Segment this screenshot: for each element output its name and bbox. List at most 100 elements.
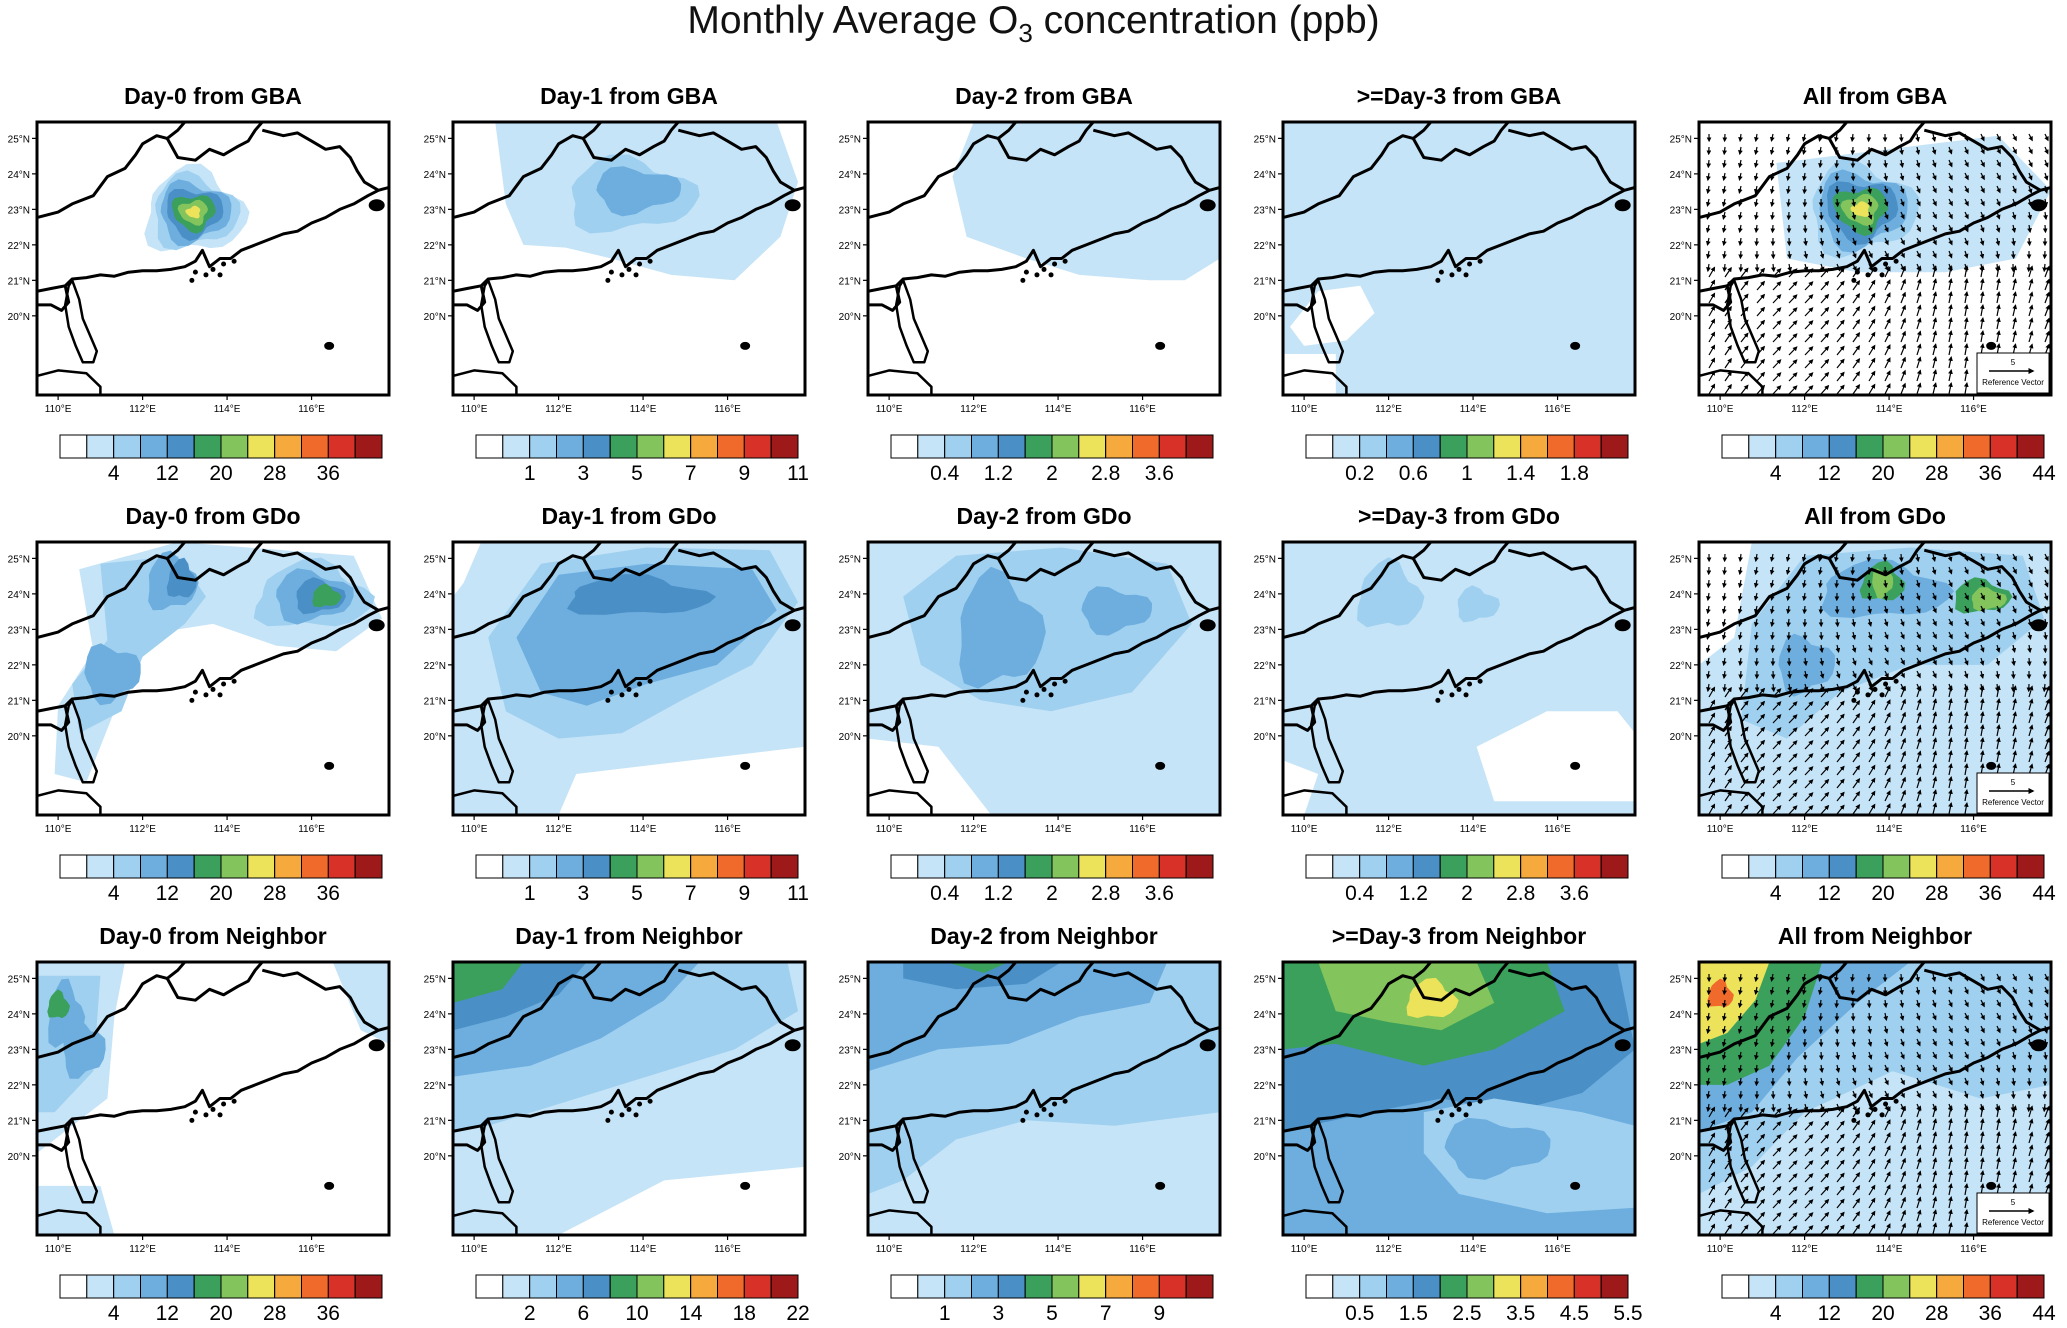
wind-arrow [1995, 263, 2000, 273]
wind-arrow [1836, 752, 1845, 763]
colorbar-swatch [997, 854, 1026, 879]
longitude-tick-label: 110°E [45, 824, 72, 835]
wind-arrow [1884, 686, 1891, 698]
wind-arrow [1996, 711, 2001, 724]
island-marker [1155, 341, 1166, 350]
wind-arrow [1915, 579, 1921, 588]
wind-arrow [1818, 1051, 1824, 1061]
wind-arrow [1788, 779, 1798, 789]
wind-arrow [1963, 382, 1969, 395]
colorbar-label: 1.2 [984, 882, 1013, 905]
colorbar-swatch [1439, 434, 1468, 459]
wind-arrow [1818, 579, 1823, 589]
wind-arrow [1708, 686, 1716, 698]
island-marker [324, 1181, 335, 1190]
coastline [1283, 542, 1635, 815]
wind-arrow [1836, 358, 1845, 369]
longitude-tick-label: 112°E [545, 404, 572, 415]
island-marker [784, 619, 801, 632]
wind-arrow [2026, 237, 2032, 247]
wind-arrow [1722, 237, 1727, 247]
latitude-tick-label: 25°N [839, 974, 861, 985]
island-marker [1570, 1181, 1581, 1190]
wind-arrow [1948, 317, 1953, 330]
wind-arrow [1850, 146, 1856, 156]
wind-arrow [1836, 306, 1845, 317]
colorbar-swatch [1882, 1274, 1911, 1299]
wind-arrow [1786, 1038, 1791, 1048]
wind-arrow [1724, 803, 1732, 815]
wind-arrow [1898, 553, 1904, 563]
longitude-tick-label: 114°E [1876, 1244, 1903, 1255]
wind-arrow [1900, 789, 1906, 802]
latitude-tick-label: 23°N [1254, 205, 1276, 216]
wind-arrow [1852, 700, 1861, 711]
wind-arrow [1932, 317, 1938, 330]
wind-arrow [1818, 211, 1824, 221]
wind-arrow [2027, 198, 2033, 207]
wind-arrow [1708, 751, 1716, 763]
latitude-tick-label: 23°N [8, 1045, 30, 1056]
colorbar-label: 2 [1046, 882, 1058, 905]
wind-arrow [1804, 805, 1814, 815]
island-marker [1614, 199, 1631, 212]
wind-arrow [1753, 999, 1759, 1008]
wind-arrow [2044, 986, 2049, 995]
colorbar-swatch [743, 1274, 772, 1299]
longitude-tick-label: 114°E [1045, 1244, 1072, 1255]
wind-arrow [2044, 278, 2050, 291]
map-panel: >=Day-3 from GBA 110°E 112°E 114°E 116°E 25°N… [1254, 83, 1637, 485]
colorbar-swatch [113, 1274, 141, 1299]
coastline [37, 962, 389, 1235]
colorbar-swatch [220, 434, 249, 459]
wind-arrow [1769, 159, 1775, 168]
wind-arrow [2028, 592, 2033, 601]
wind-arrow [1963, 763, 1969, 776]
wind-arrow [1916, 250, 1921, 259]
panel-title: Day-0 from Neighbor [99, 923, 327, 949]
wind-arrow [1980, 618, 1985, 627]
longitude-tick-label: 116°E [1544, 1244, 1571, 1255]
wind-arrow [1882, 146, 1888, 156]
wind-arrow [1980, 198, 1985, 207]
wind-arrow [1932, 224, 1937, 233]
wind-arrow [1788, 792, 1798, 802]
colorbar-label: 4.5 [1560, 1302, 1589, 1325]
wind-arrow [1900, 657, 1905, 666]
wind-arrow [1980, 999, 1985, 1008]
wind-arrow [1898, 133, 1904, 143]
wind-arrow [1931, 146, 1937, 155]
colorbar-swatch [1024, 1274, 1053, 1299]
wind-arrow [1948, 737, 1953, 750]
wind-arrow [1708, 331, 1716, 343]
wind-arrow [1834, 198, 1840, 208]
wind-arrow [1756, 371, 1766, 382]
colorbar-swatch [1963, 854, 1991, 879]
wind-arrow [1802, 224, 1808, 234]
colorbar-swatch [1105, 854, 1133, 879]
wind-arrow [1900, 631, 1905, 640]
wind-arrow [1979, 250, 1985, 259]
wind-arrow [1963, 789, 1969, 802]
wind-arrow [2042, 1103, 2047, 1113]
colorbar-swatch [1493, 434, 1522, 459]
colorbar-swatch [1466, 854, 1495, 879]
wind-arrow [1916, 631, 1921, 640]
wind-arrow [2044, 698, 2050, 711]
wind-arrow [1772, 281, 1782, 291]
latitude-tick-label: 20°N [424, 312, 446, 323]
wind-arrow [1980, 592, 1985, 601]
wind-arrow [1754, 631, 1759, 641]
wind-arrow [1995, 224, 2001, 233]
wind-arrow [1868, 370, 1876, 382]
wind-arrow [1721, 631, 1727, 640]
longitude-tick-label: 114°E [630, 404, 657, 415]
wind-arrow [1996, 618, 2001, 627]
wind-arrow [1788, 714, 1798, 724]
wind-arrow [1867, 605, 1872, 615]
wind-arrow [1802, 172, 1807, 182]
colorbar-swatch [582, 1274, 611, 1299]
colorbar-swatch [609, 854, 638, 879]
latitude-tick-label: 24°N [1254, 590, 1276, 601]
wind-arrow [1868, 738, 1876, 750]
